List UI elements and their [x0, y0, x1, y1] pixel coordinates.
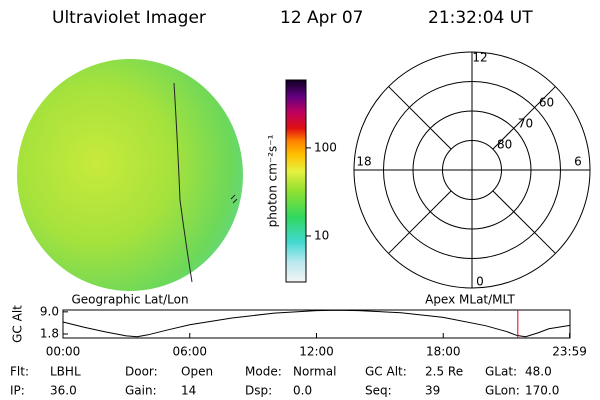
mlt-label: 12	[472, 51, 487, 65]
footer: Flt: LBHL Door: Open Mode: Normal GC Alt: 2.5 R…	[10, 365, 559, 398]
field-label: GC Alt:	[365, 365, 407, 379]
field-value: LBHL	[50, 365, 81, 379]
field-label: GLon:	[485, 384, 520, 398]
polar-ring-label: 70	[518, 117, 533, 131]
polar-ring-label: 80	[497, 138, 512, 152]
right-caption: Apex MLat/MLT	[425, 293, 515, 307]
x-tick-label: 12:00	[299, 345, 334, 359]
colorbar-label: photon cm⁻²s⁻¹	[266, 134, 280, 227]
field-value: 48.0	[525, 365, 552, 379]
y-axis-label: GC Alt	[11, 305, 25, 343]
x-tick-label: 18:00	[426, 345, 461, 359]
alt-line	[62, 309, 571, 338]
field-label: Dsp:	[245, 384, 272, 398]
field-label: Seq:	[365, 384, 392, 398]
mlt-label: 6	[574, 155, 582, 169]
x-tick-label: 06:00	[172, 345, 207, 359]
time: 21:32:04 UT	[428, 8, 533, 28]
polar-diagonal	[492, 190, 556, 254]
field-value: 36.0	[50, 384, 77, 398]
field-value: 0.0	[293, 384, 312, 398]
x-tick-label: 23:59	[552, 345, 587, 359]
polar-ring-label: 60	[539, 96, 554, 110]
field-value: 39	[425, 384, 440, 398]
field-label: GLat:	[485, 365, 517, 379]
colorbar-tick-label: 10	[314, 228, 329, 242]
left-caption: Geographic Lat/Lon	[71, 293, 188, 307]
mlt-label: 18	[356, 155, 371, 169]
field-value: 14	[181, 384, 196, 398]
field-value: 2.5 Re	[425, 365, 463, 379]
y-tick-label: 1.8	[40, 327, 59, 341]
date: 12 Apr 07	[280, 8, 363, 28]
polar-diagonal	[388, 86, 452, 150]
colorbar	[285, 79, 307, 283]
x-tick-label: 00:00	[46, 345, 81, 359]
title: Ultraviolet Imager	[52, 8, 206, 28]
alt-chart: 1.8 9.0 00:00 06:00 12:00 18:00 23:59 GC Alt	[11, 304, 587, 358]
mlt-label: 0	[476, 275, 484, 289]
field-value: 170.0	[525, 384, 559, 398]
marks	[230, 194, 238, 204]
field-label: Door:	[125, 365, 158, 379]
field-label: Gain:	[125, 384, 157, 398]
earth-disk	[17, 59, 243, 291]
colorbar-tick-label: 100	[314, 140, 337, 154]
polar-diagonal	[388, 190, 452, 254]
y-tick-label: 9.0	[40, 304, 59, 318]
field-value: Normal	[293, 365, 336, 379]
uv-image	[17, 59, 243, 291]
field-value: Open	[181, 365, 213, 379]
meridian	[173, 82, 193, 283]
field-label: Mode:	[245, 365, 282, 379]
polar-diagonal	[492, 86, 556, 150]
field-label: Flt:	[10, 365, 29, 379]
field-label: IP:	[10, 384, 25, 398]
